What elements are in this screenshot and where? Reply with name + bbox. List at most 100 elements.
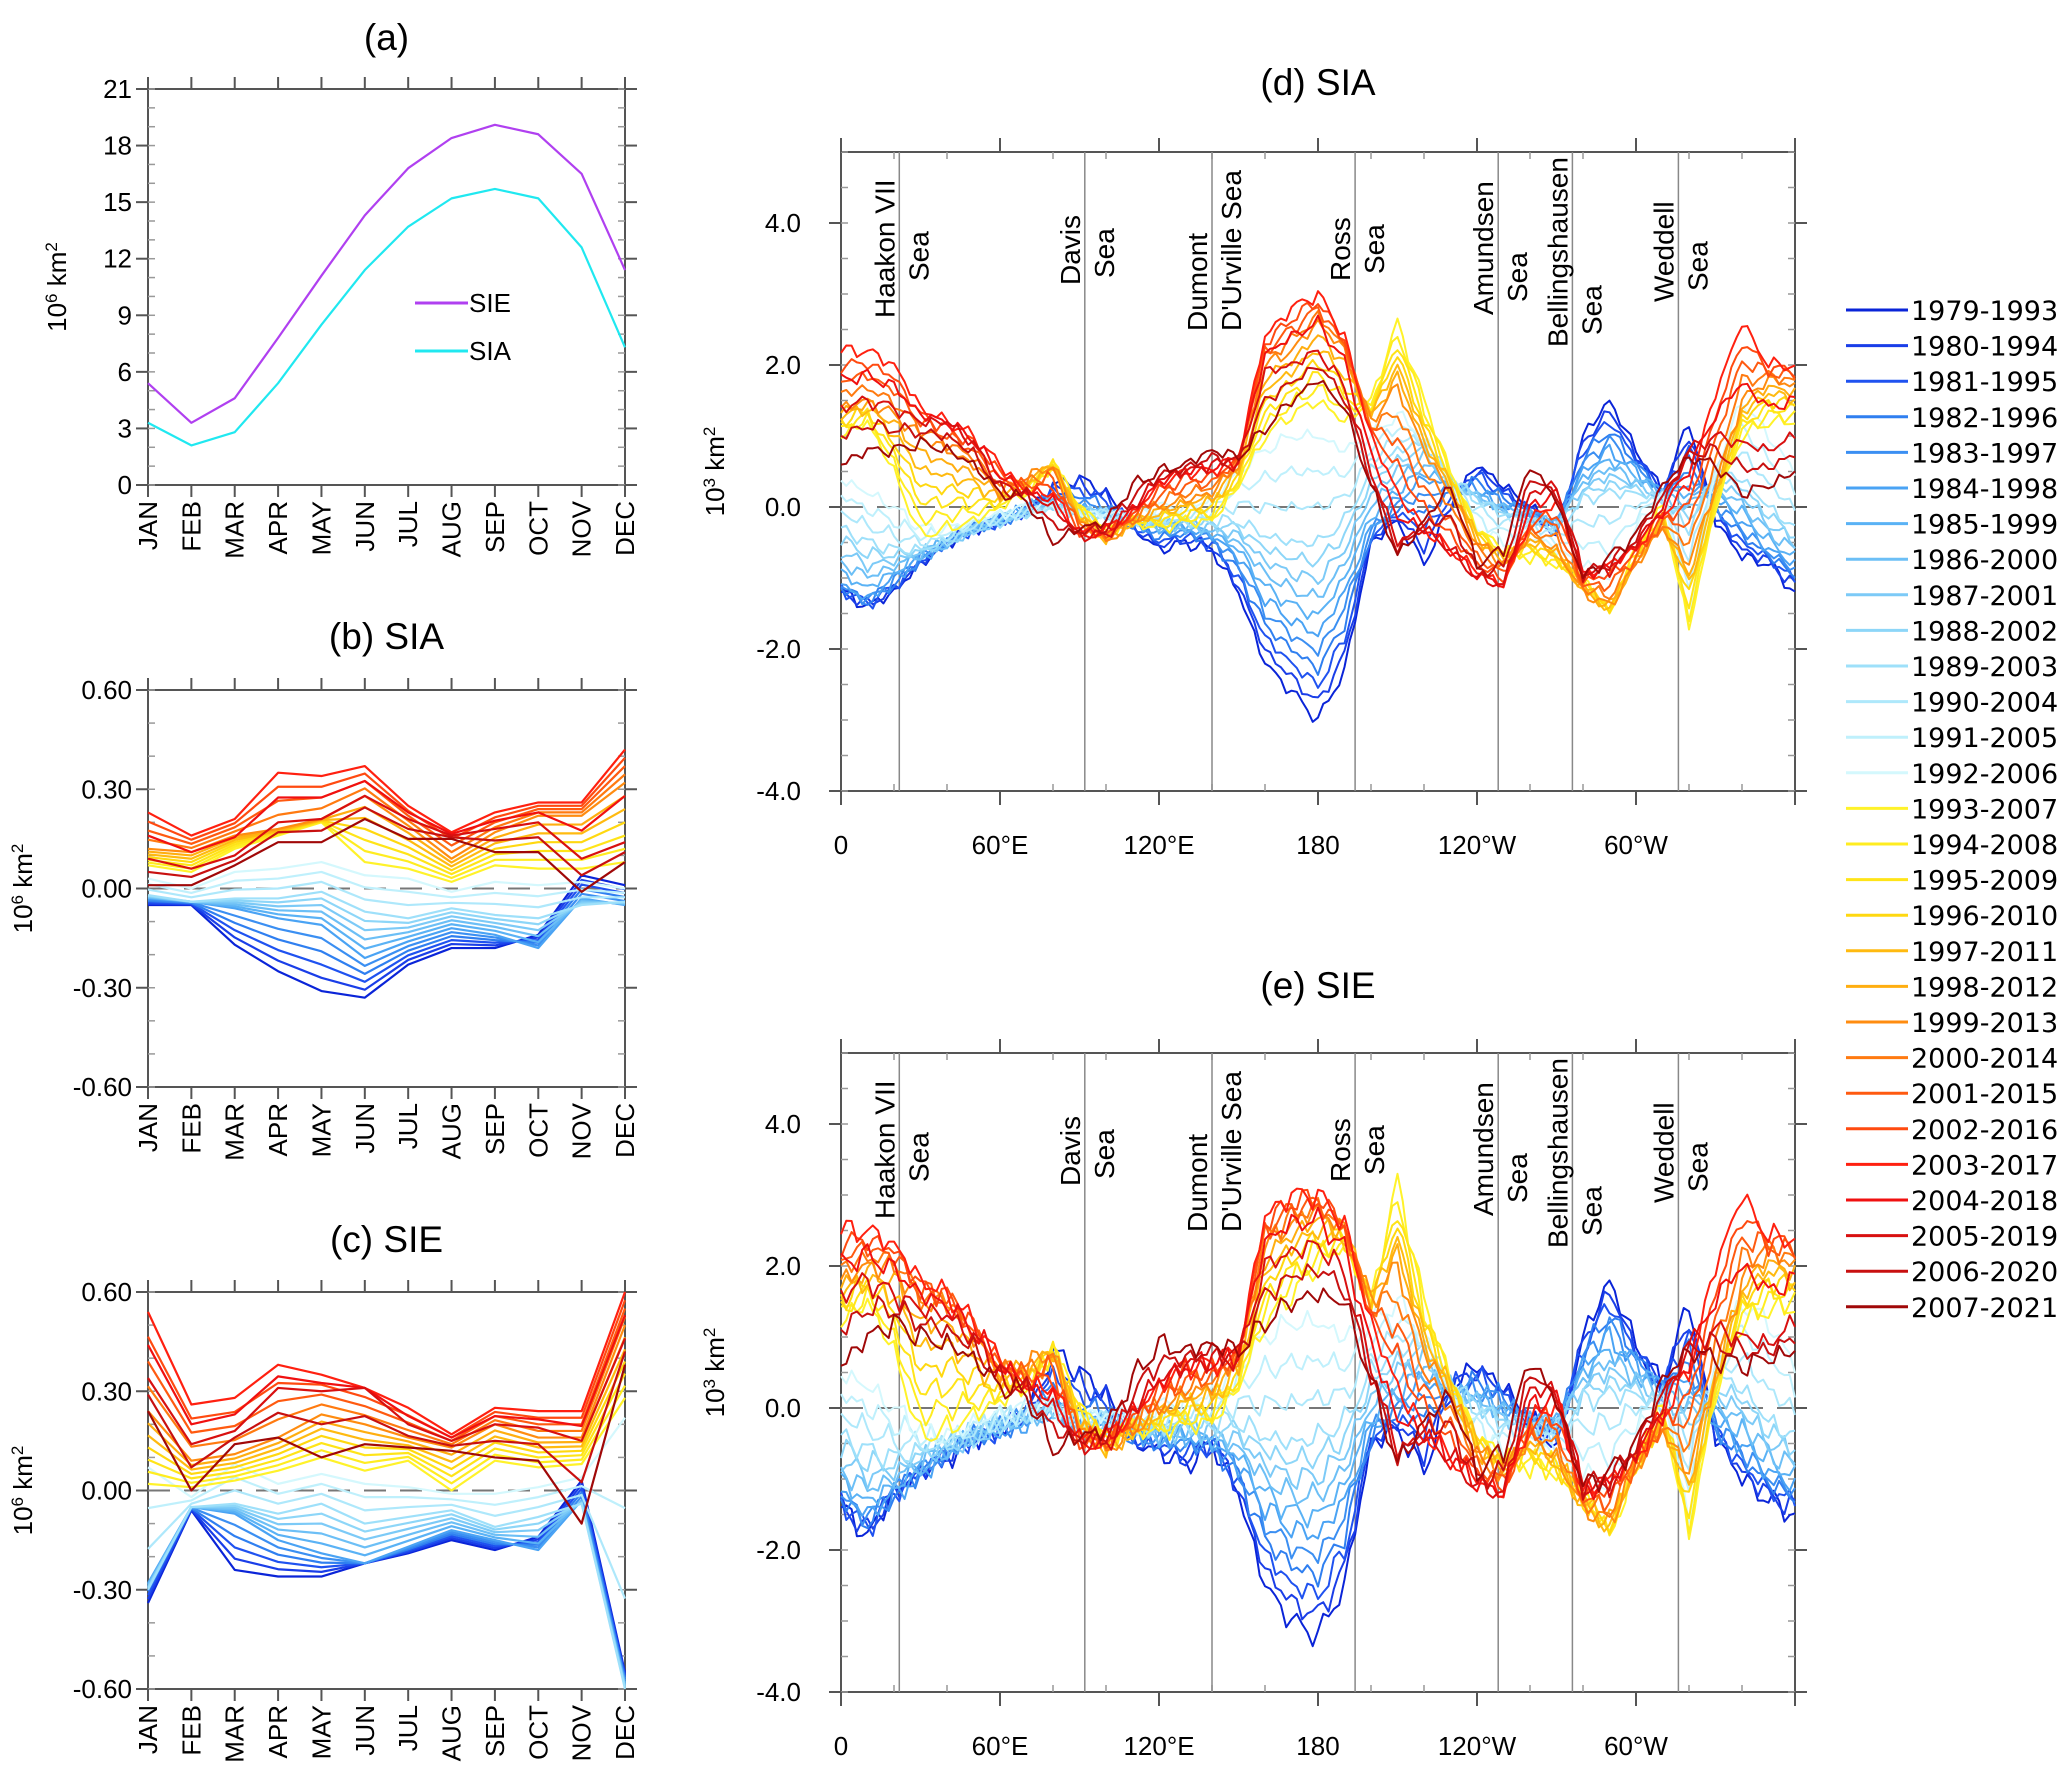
month-label: DEC xyxy=(610,501,640,556)
y-tick-label: -2.0 xyxy=(756,1535,801,1565)
series-line-2007-2021 xyxy=(840,379,1796,580)
y-tick-label: -4.0 xyxy=(756,1677,801,1707)
series-line-2006-2020 xyxy=(840,366,1796,583)
legend-entry: 1989-2003 xyxy=(1911,652,2058,683)
legend-entry: 1992-2006 xyxy=(1911,759,2058,790)
legend-entry: 2003-2017 xyxy=(1911,1150,2058,1181)
legend-entry: 1984-1998 xyxy=(1911,474,2058,505)
month-label: NOV xyxy=(567,1102,597,1159)
legend-entry: 1994-2008 xyxy=(1911,830,2058,861)
y-tick-label: 12 xyxy=(103,244,132,274)
month-label: DEC xyxy=(610,1705,640,1760)
legend-label: SIE xyxy=(469,288,511,318)
series-line-2001-2015 xyxy=(147,1308,627,1442)
y-axis-label: 106 km2 xyxy=(42,242,73,332)
month-label: MAY xyxy=(306,501,336,555)
legend-entry: 1980-1994 xyxy=(1911,332,2058,363)
series-line-1984-1998 xyxy=(840,1325,1796,1541)
series-line-1998-2012 xyxy=(840,1214,1796,1529)
plot-frame xyxy=(147,88,626,486)
y-tick-label: 2.0 xyxy=(765,350,801,380)
series-line-1994-2008 xyxy=(147,1385,626,1485)
series-line-2004-2018 xyxy=(147,1314,627,1439)
sea-label: Sea xyxy=(1089,228,1120,278)
series-line-1988-2002 xyxy=(840,444,1796,568)
sea-label: Ross xyxy=(1325,1118,1356,1182)
month-label: MAY xyxy=(306,1705,336,1759)
month-label: FEB xyxy=(176,501,206,552)
month-label: MAR xyxy=(220,501,250,559)
series-line-1988-2002 xyxy=(840,1341,1796,1473)
series-line-1985-1999 xyxy=(147,896,626,950)
sea-label: Haakon VII xyxy=(869,179,900,318)
y-tick-label: 6 xyxy=(118,357,132,387)
sea-label: Dumont xyxy=(1182,1134,1213,1232)
sea-label: Bellingshausen xyxy=(1542,157,1573,347)
legend-entry: 2005-2019 xyxy=(1911,1222,2058,1253)
legend-entry: 2006-2020 xyxy=(1911,1257,2058,1288)
sea-label: Sea xyxy=(1089,1129,1120,1179)
series-line-1989-2003 xyxy=(840,1337,1796,1469)
y-tick-label: 0 xyxy=(118,470,132,500)
lon-tick-label: 60°E xyxy=(972,830,1029,860)
series-line-2006-2020 xyxy=(147,1351,627,1484)
month-label: OCT xyxy=(523,1705,553,1760)
series-line-2004-2018 xyxy=(840,314,1796,588)
series-line-1984-1998 xyxy=(840,443,1796,638)
panel-e: -4.0 -2.0 0.0 2.0 4.0 (e) SIE 0 60°E 120°E 180 120… xyxy=(700,965,1807,1761)
panel-title: (e) SIE xyxy=(1260,965,1375,1006)
y-tick-label: 0.30 xyxy=(81,1376,132,1406)
panel-b: -0.60 -0.30 0.00 0.30 0.60 (b) SIA JAN FEB MAR AP… xyxy=(8,616,641,1161)
month-label: JUL xyxy=(393,1705,423,1751)
sea-label: Sea xyxy=(1502,1153,1533,1203)
legend-entry: 1983-1997 xyxy=(1911,438,2058,469)
legend-entry: 1979-1993 xyxy=(1911,296,2058,327)
y-tick-label: 0.0 xyxy=(765,1393,801,1423)
sea-label: Sea xyxy=(1682,1142,1713,1192)
series-line-1997-2011 xyxy=(147,1348,627,1471)
lon-tick-label: 60°W xyxy=(1604,830,1668,860)
legend-entry: 1981-1995 xyxy=(1911,367,2058,398)
y-tick-label: 0.60 xyxy=(81,675,132,705)
series-line-1989-2003 xyxy=(840,440,1796,556)
series-line-SIE xyxy=(147,123,627,424)
lon-tick-label: 0 xyxy=(834,830,848,860)
panel-c: -0.60 -0.30 0.00 0.30 0.60 (c) SIE JAN FEB MAR AP… xyxy=(8,1219,641,1763)
legend-entry: 1990-2004 xyxy=(1911,688,2058,719)
y-tick-label: 0.00 xyxy=(81,1476,132,1506)
month-label: SEP xyxy=(480,1705,510,1757)
series-line-1990-2004 xyxy=(147,880,625,909)
month-label: JAN xyxy=(133,1103,163,1152)
series-line-1991-2005 xyxy=(147,870,626,899)
panel-title: (b) SIA xyxy=(329,616,444,657)
month-label: AUG xyxy=(437,1103,467,1159)
series-line-1993-2007 xyxy=(147,821,626,883)
series-line-1987-2001 xyxy=(147,1501,627,1687)
series-line-1995-2009 xyxy=(840,1220,1796,1537)
legend-entry: 2000-2014 xyxy=(1911,1044,2058,1075)
month-label: AUG xyxy=(437,1705,467,1761)
series-line-1990-2004 xyxy=(147,1489,627,1599)
panel-a: 0 3 6 9 12 15 18 21 (a) JAN FEB MAR APR MAY JUN JUL AUG S… xyxy=(42,17,641,559)
series-line-1988-2002 xyxy=(147,894,626,926)
sea-label: Sea xyxy=(903,1132,934,1182)
series-line-1990-2004 xyxy=(840,434,1796,563)
panel-d: -4.0 -2.0 0.0 2.0 4.0 (d) SIA 0 60°E 120°E 180 120… xyxy=(700,62,1807,860)
panel-title: (c) SIE xyxy=(330,1219,443,1260)
series-line-1995-2009 xyxy=(147,1373,626,1480)
month-label: MAR xyxy=(220,1103,250,1161)
series-line-2006-2020 xyxy=(840,1263,1796,1501)
sea-label: D'Urville Sea xyxy=(1216,170,1247,331)
legend-entry: 1999-2013 xyxy=(1911,1008,2058,1039)
legend-entry: 2004-2018 xyxy=(1911,1186,2058,1217)
period-legend: 1979-1993 1980-1994 1981-1995 1982-1996 1983… xyxy=(1846,296,2058,1324)
month-label: OCT xyxy=(523,1103,553,1158)
y-axis-label: 103 km2 xyxy=(700,1328,731,1418)
month-label: NOV xyxy=(567,1704,597,1761)
y-tick-label: -0.30 xyxy=(73,1575,132,1605)
lon-tick-label: 180 xyxy=(1296,1731,1339,1761)
series-line-1984-1998 xyxy=(147,1499,627,1683)
month-label: DEC xyxy=(610,1103,640,1158)
series-line-1985-1999 xyxy=(147,1499,627,1684)
legend-entry: 1998-2012 xyxy=(1911,972,2058,1003)
